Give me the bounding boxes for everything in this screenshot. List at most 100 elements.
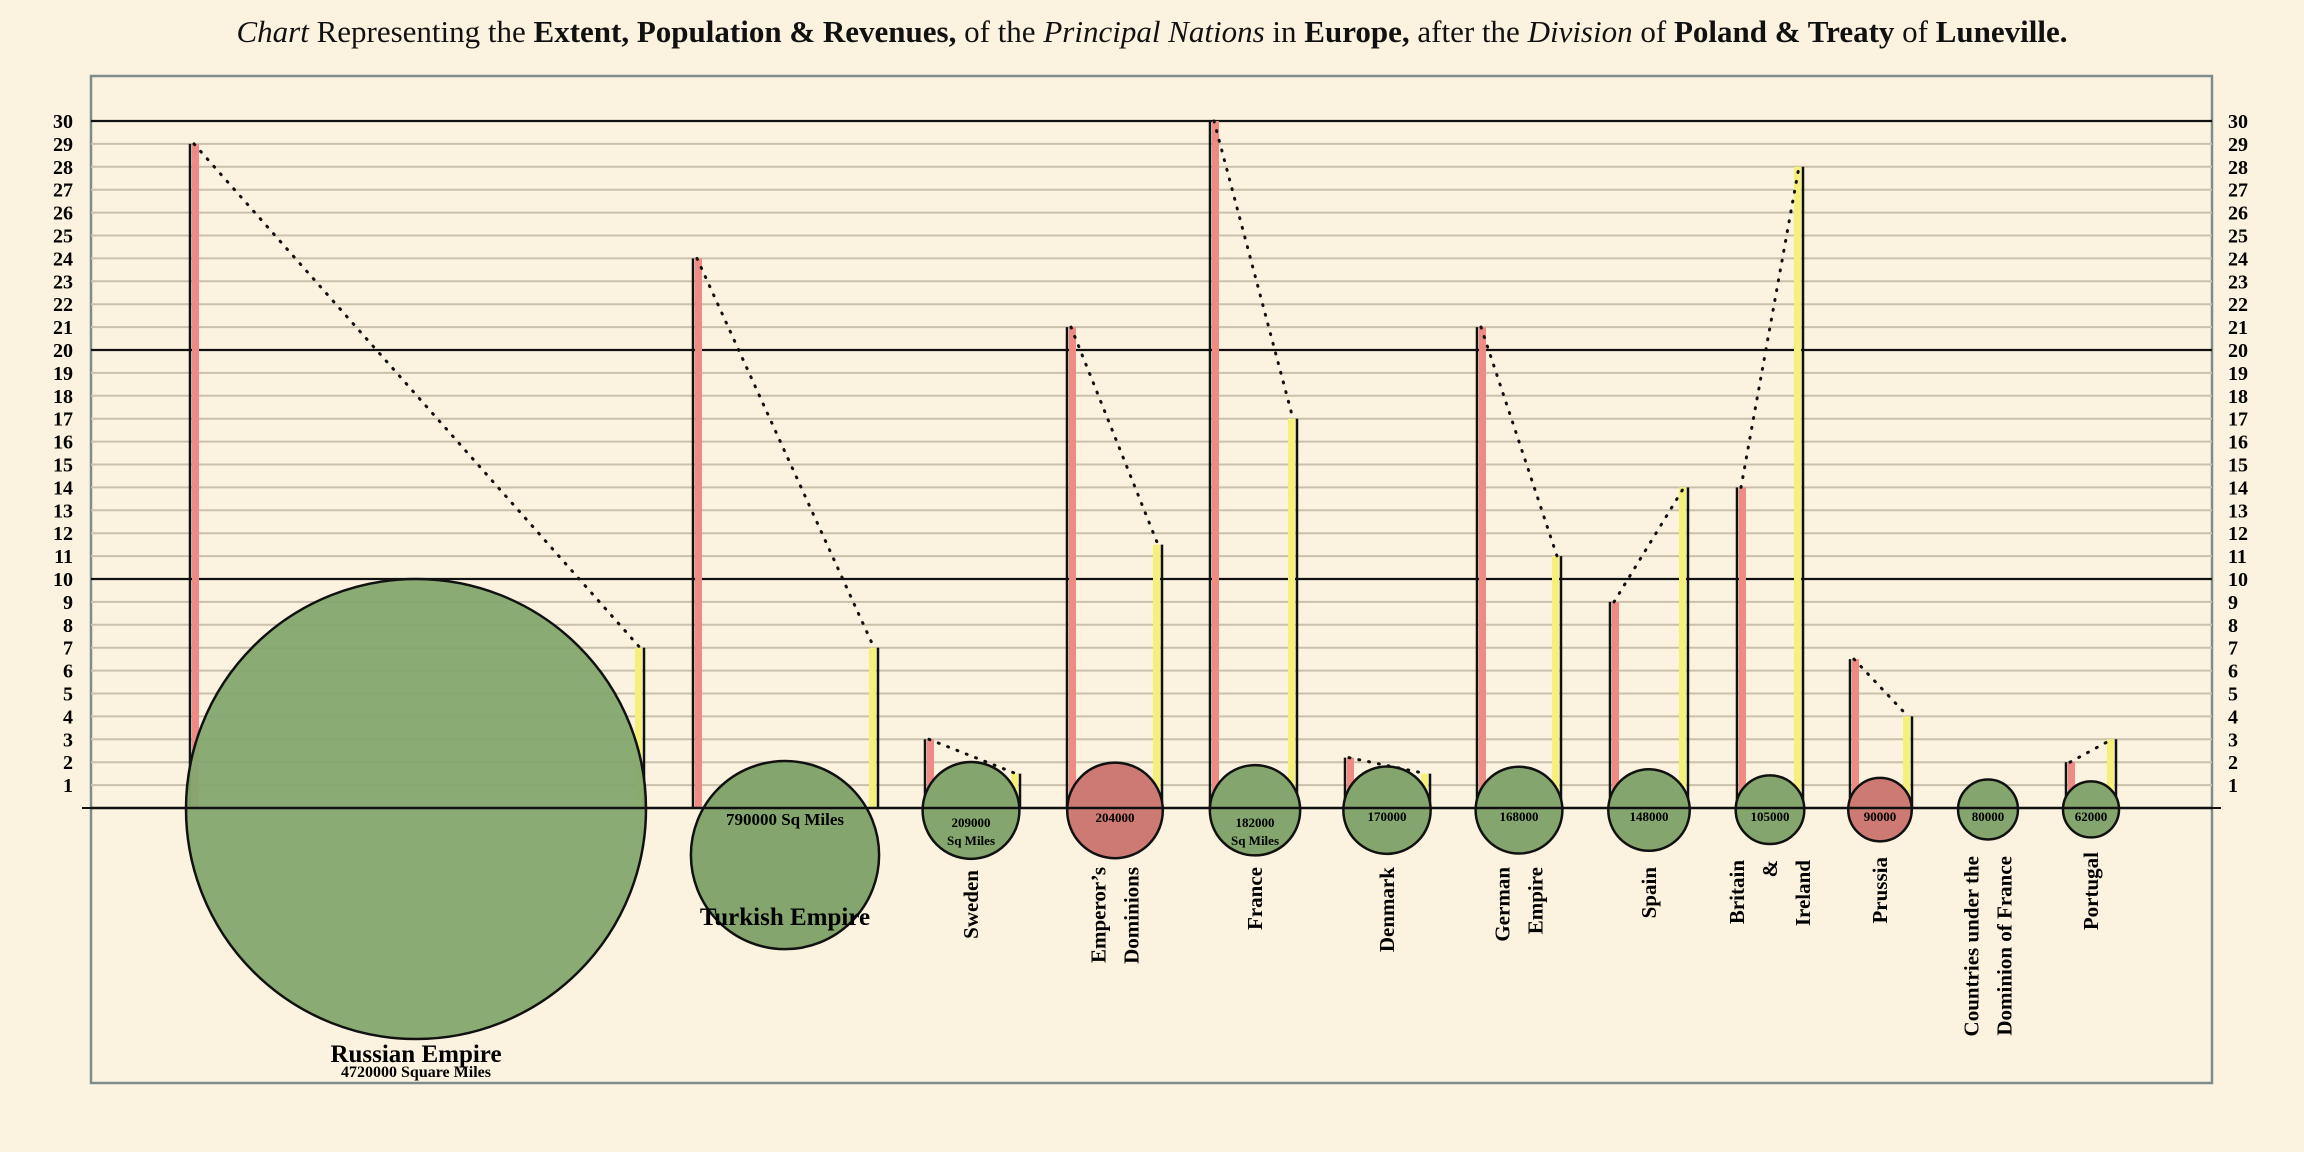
y-tick-left-19: 19 bbox=[53, 363, 73, 385]
nation-label-line: Ireland bbox=[1791, 860, 1815, 926]
title-part-7: after the bbox=[1409, 14, 1528, 49]
y-tick-right-4: 4 bbox=[2228, 706, 2238, 728]
nation-label-line: German bbox=[1491, 867, 1515, 942]
y-tick-left-8: 8 bbox=[63, 615, 73, 637]
y-tick-left-26: 26 bbox=[53, 203, 73, 225]
extent-circle-portugal bbox=[2061, 780, 2121, 839]
y-tick-right-27: 27 bbox=[2228, 180, 2248, 202]
y-tick-left-16: 16 bbox=[53, 432, 73, 454]
y-tick-left-30: 30 bbox=[53, 111, 73, 133]
revenue-bar-spain bbox=[1679, 487, 1686, 808]
y-tick-left-11: 11 bbox=[54, 546, 73, 568]
nation-label-line: Emperor’s bbox=[1087, 867, 1111, 963]
y-tick-right-20: 20 bbox=[2228, 340, 2248, 362]
chart-title: Chart Representing the Extent, Populatio… bbox=[0, 14, 2304, 50]
area-label-britain-ireland: 105000 bbox=[1751, 809, 1790, 824]
revenue-bar-france bbox=[1288, 418, 1295, 808]
y-tick-right-25: 25 bbox=[2228, 226, 2248, 248]
y-tick-right-26: 26 bbox=[2228, 203, 2248, 225]
y-tick-left-5: 5 bbox=[63, 684, 73, 706]
y-tick-left-6: 6 bbox=[63, 661, 73, 683]
y-tick-right-21: 21 bbox=[2228, 317, 2248, 339]
area-label-countries-under-the-dominion-of-france: 80000 bbox=[1972, 809, 2005, 824]
revenue-bar-britain-ireland bbox=[1794, 166, 1801, 809]
y-tick-right-10: 10 bbox=[2228, 569, 2248, 591]
y-tick-right-3: 3 bbox=[2228, 729, 2238, 751]
y-tick-right-28: 28 bbox=[2228, 157, 2248, 179]
title-part-10: Poland & Treaty bbox=[1673, 14, 1895, 49]
y-tick-right-5: 5 bbox=[2228, 684, 2238, 706]
nation-label-line: Britain bbox=[1725, 860, 1749, 924]
area-label-russian-empire: 4720000 Square Miles bbox=[341, 1064, 491, 1081]
area-sublabel-france: Sq Miles bbox=[1231, 833, 1279, 848]
title-part-1: Representing the bbox=[308, 14, 534, 49]
area-label-sweden: 209000 bbox=[952, 815, 991, 830]
y-tick-left-14: 14 bbox=[53, 477, 73, 499]
population-bar-france bbox=[1212, 121, 1219, 808]
area-label-portugal: 62000 bbox=[2075, 809, 2108, 824]
nation-label-line: Dominion of France bbox=[1993, 856, 2017, 1036]
y-tick-right-9: 9 bbox=[2228, 592, 2238, 614]
nation-label-line: France bbox=[1243, 867, 1267, 930]
population-bar-german-empire bbox=[1479, 327, 1486, 808]
nation-label-line: Sweden bbox=[959, 870, 983, 939]
y-tick-right-6: 6 bbox=[2228, 661, 2238, 683]
area-label-denmark: 170000 bbox=[1368, 809, 1407, 824]
y-tick-right-18: 18 bbox=[2228, 386, 2248, 408]
population-bar-britain-ireland bbox=[1739, 487, 1746, 808]
revenue-bar-prussia bbox=[1903, 716, 1910, 808]
y-tick-right-13: 13 bbox=[2228, 500, 2248, 522]
revenue-bar-emperor-s-dominions bbox=[1153, 544, 1160, 808]
y-tick-left-22: 22 bbox=[53, 294, 73, 316]
revenue-bar-portugal bbox=[2107, 739, 2114, 808]
y-tick-left-24: 24 bbox=[53, 248, 73, 270]
nation-label-german-empire: German Empire bbox=[1491, 867, 1548, 942]
connector-britain-ireland bbox=[1739, 165, 1801, 489]
y-tick-left-15: 15 bbox=[53, 455, 73, 477]
population-bar-denmark bbox=[1347, 757, 1354, 808]
y-tick-left-28: 28 bbox=[53, 157, 73, 179]
y-tick-right-12: 12 bbox=[2228, 523, 2248, 545]
extent-circle-france bbox=[1208, 763, 1302, 857]
y-tick-left-1: 1 bbox=[63, 775, 73, 797]
population-bar-russian-empire bbox=[192, 143, 199, 808]
y-tick-right-2: 2 bbox=[2228, 752, 2238, 774]
population-bar-spain bbox=[1612, 601, 1619, 808]
nation-label-line: Empire bbox=[1524, 867, 1548, 934]
y-tick-right-22: 22 bbox=[2228, 294, 2248, 316]
y-tick-right-23: 23 bbox=[2228, 271, 2248, 293]
extent-circle-britain-ireland bbox=[1734, 774, 1806, 846]
connector-spain bbox=[1612, 485, 1686, 604]
y-tick-right-7: 7 bbox=[2228, 638, 2238, 660]
y-tick-left-29: 29 bbox=[53, 134, 73, 156]
title-part-0: Chart bbox=[236, 14, 309, 49]
nation-label-britain-ireland: Britain & Ireland bbox=[1725, 860, 1815, 926]
y-tick-right-8: 8 bbox=[2228, 615, 2238, 637]
connector-russian-empire bbox=[192, 142, 642, 650]
title-part-12: Luneville. bbox=[1935, 14, 2068, 49]
nation-label-turkish-empire: Turkish Empire bbox=[700, 904, 870, 931]
nation-label-prussia: Prussia bbox=[1868, 857, 1892, 924]
y-tick-left-10: 10 bbox=[53, 569, 73, 591]
nation-label-line: Spain bbox=[1637, 867, 1661, 919]
y-tick-left-4: 4 bbox=[63, 706, 73, 728]
y-tick-left-25: 25 bbox=[53, 226, 73, 248]
nation-label-line: Portugal bbox=[2079, 852, 2103, 930]
extent-circle-countries-under-the-dominion-of-france bbox=[1956, 778, 2020, 841]
title-part-9: of bbox=[1632, 14, 1674, 49]
title-part-2: Extent, Population & Revenues, bbox=[533, 14, 957, 49]
population-bar-turkish-empire bbox=[695, 258, 702, 808]
nation-label-line: Denmark bbox=[1375, 867, 1399, 952]
nation-label-line: & bbox=[1758, 860, 1782, 878]
y-tick-left-3: 3 bbox=[63, 729, 73, 751]
extent-circle-emperor-s-dominions bbox=[1065, 761, 1165, 860]
area-label-prussia: 90000 bbox=[1864, 809, 1897, 824]
area-label-turkish-empire: 790000 Sq Miles bbox=[726, 810, 844, 829]
population-bar-prussia bbox=[1852, 659, 1859, 808]
nation-label-line: Countries under the bbox=[1960, 856, 1984, 1036]
nation-label-line: Prussia bbox=[1868, 857, 1892, 924]
nation-label-countries-under-the-dominion-of-france: Countries under the Dominion of France bbox=[1960, 856, 2017, 1036]
connector-france bbox=[1212, 119, 1295, 421]
nation-label-denmark: Denmark bbox=[1375, 867, 1399, 952]
